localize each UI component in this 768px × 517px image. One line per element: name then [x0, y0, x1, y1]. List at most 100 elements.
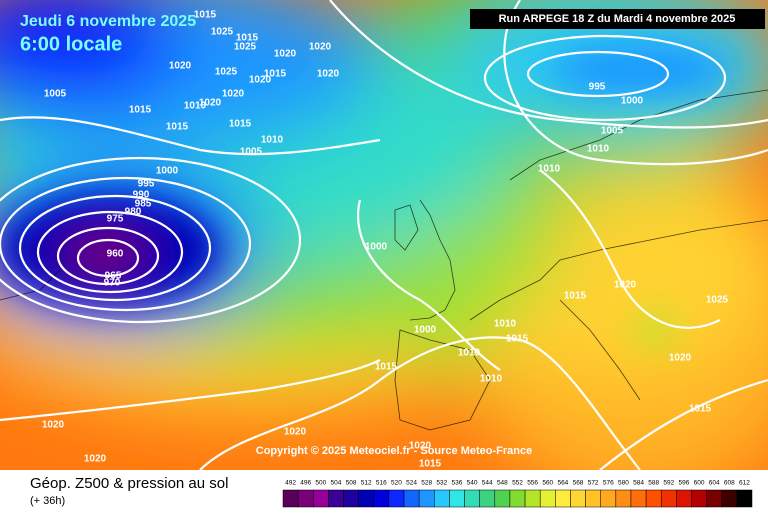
isobar-label: 1025 [706, 295, 729, 306]
color-scale-label: 500 [315, 480, 326, 487]
color-swatch [358, 489, 375, 508]
isobar-label: 1020 [309, 42, 332, 53]
color-swatch [509, 489, 526, 508]
color-swatch [313, 489, 329, 508]
isobar-label: 1015 [264, 69, 287, 80]
isobar-label: 995 [589, 82, 606, 93]
color-swatch [388, 489, 405, 508]
isobar-label: 975 [107, 214, 124, 225]
valid-time: 6:00 locale [20, 33, 122, 55]
color-scale-label: 596 [678, 480, 689, 487]
footer-subtitle: (+ 36h) [30, 495, 65, 507]
color-scale-label: 600 [694, 480, 705, 487]
color-swatch [676, 489, 692, 508]
color-swatch [570, 489, 586, 508]
color-scale-label: 536 [452, 480, 463, 487]
isobar-label: 1015 [166, 122, 189, 133]
isobar-label: 1015 [229, 119, 252, 130]
color-swatch [660, 489, 677, 508]
isobar-label: 1010 [587, 144, 610, 155]
run-info: Run ARPEGE 18 Z du Mardi 4 novembre 2025 [499, 13, 736, 25]
color-scale-label: 572 [588, 480, 599, 487]
isobar-label: 985 [135, 199, 152, 210]
color-swatch [721, 489, 738, 508]
color-scale-label: 528 [421, 480, 432, 487]
color-scale-label: 556 [527, 480, 538, 487]
color-swatch [373, 489, 390, 508]
isobar-label: 1020 [249, 75, 272, 86]
color-swatch [464, 489, 480, 508]
color-scale-label: 544 [482, 480, 493, 487]
isobar-label: 1000 [365, 242, 388, 253]
color-scale-label: 588 [648, 480, 659, 487]
color-scale-label: 580 [618, 480, 629, 487]
isobars [0, 0, 768, 470]
isobar-label: 1015 [564, 291, 587, 302]
color-scale-label: 548 [497, 480, 508, 487]
isobar-label: 1010 [261, 135, 284, 146]
color-scale-label: 584 [633, 480, 644, 487]
isobar-label: 1020 [614, 280, 637, 291]
isobar-label: 1015 [236, 33, 259, 44]
isobar-label: 960 [107, 249, 124, 260]
isobar-label: 1015 [419, 459, 442, 470]
color-scale-label: 516 [376, 480, 387, 487]
isobar-label: 1020 [409, 441, 432, 452]
isobar-label: 1005 [240, 147, 263, 158]
color-swatch [691, 489, 707, 508]
run-box [470, 9, 765, 29]
isobar-label: 1015 [689, 404, 712, 415]
color-scale-label: 560 [542, 480, 553, 487]
isobar-label: 1015 [375, 362, 398, 373]
isobar-label: 1020 [222, 89, 245, 100]
isobar-label: 1005 [44, 89, 67, 100]
color-scale-label: 568 [573, 480, 584, 487]
color-swatch [479, 489, 496, 508]
isobar-label: 1010 [538, 164, 561, 175]
isobar-label: 1005 [601, 126, 624, 137]
color-swatch [434, 489, 450, 508]
color-scale-label: 512 [361, 480, 372, 487]
isobar-label: 980 [125, 207, 142, 218]
isobar-label: 1020 [284, 427, 307, 438]
color-swatch [418, 489, 435, 508]
color-swatch [615, 489, 632, 508]
isobar-label: 1000 [621, 96, 644, 107]
isobar-label: 1025 [234, 42, 257, 53]
color-scale-label: 576 [603, 480, 614, 487]
color-swatch [524, 489, 541, 508]
isobar-label: 1020 [274, 49, 297, 60]
isobar-label: 1020 [42, 420, 65, 431]
color-swatch [449, 489, 465, 508]
isobar-label: 965 [105, 271, 122, 282]
color-swatch [343, 489, 359, 508]
color-scale-label: 492 [285, 480, 296, 487]
isobar-label: 1010 [184, 101, 207, 112]
isobar-label: 1020 [84, 454, 107, 465]
color-scale-label: 564 [557, 480, 568, 487]
color-scale-label: 524 [406, 480, 417, 487]
isobar-label: 995 [138, 179, 155, 190]
color-scale-label: 520 [391, 480, 402, 487]
color-swatch [282, 489, 299, 508]
isobar-label: 1025 [211, 27, 234, 38]
isobar-label: 1020 [169, 61, 192, 72]
isobar-label: 970 [104, 278, 121, 289]
color-swatch [630, 489, 647, 508]
color-scale-label: 504 [331, 480, 342, 487]
color-swatch [328, 489, 344, 508]
isobar-label: 1010 [480, 374, 503, 385]
color-scale-label: 540 [467, 480, 478, 487]
isobar-label: 1010 [458, 348, 481, 359]
color-swatch [585, 489, 601, 508]
isobar-label: 1020 [669, 353, 692, 364]
color-scale-label: 608 [724, 480, 735, 487]
color-scale-label: 496 [300, 480, 311, 487]
footer-title: Géop. Z500 & pression au sol [30, 475, 228, 492]
isobar-label: 1010 [494, 319, 517, 330]
valid-date: Jeudi 6 novembre 2025 [20, 13, 196, 30]
color-swatch [706, 489, 722, 508]
color-swatch [555, 489, 571, 508]
color-swatch [297, 489, 314, 508]
